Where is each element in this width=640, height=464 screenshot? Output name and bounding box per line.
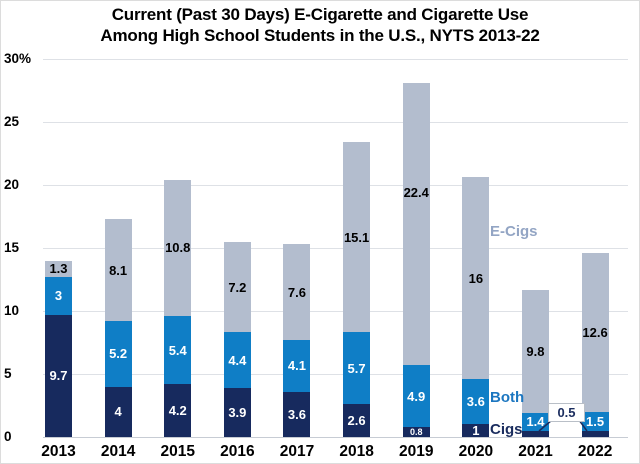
series-label-both: Both — [490, 389, 525, 406]
bar-2022-e-cigs-label: 12.6 — [582, 324, 608, 340]
bar-2017-e-cigs-label: 7.6 — [287, 284, 306, 300]
bar-2021-both-segment: 1.4 — [521, 413, 549, 431]
bar-2019-cigs-label: 0.8 — [409, 426, 423, 437]
bar-2017-both-label: 4.1 — [287, 358, 306, 374]
gridline-5 — [43, 374, 628, 375]
y-tick-label-30: 30% — [4, 51, 32, 66]
bar-2015-both-label: 5.4 — [168, 342, 187, 358]
gridline-25 — [43, 122, 628, 123]
bar-2014-cigs-label: 4 — [114, 404, 122, 420]
bar-2014-cigs-segment: 4 — [104, 386, 132, 437]
bar-2021-both-label: 1.4 — [526, 414, 545, 430]
bar-2016-e-cigs-label: 7.2 — [228, 279, 247, 295]
gridline-20 — [43, 185, 628, 186]
x-tick-label-2019: 2019 — [398, 443, 434, 460]
bar-2014-both-label: 5.2 — [109, 346, 128, 362]
gridline-15 — [43, 248, 628, 249]
bar-2020-e-cigs-segment: 16 — [462, 177, 490, 380]
bar-2015-cigs-label: 4.2 — [168, 403, 187, 419]
bar-2015-both-segment: 5.4 — [164, 316, 192, 385]
series-label-e-cigs: E-Cigs — [490, 223, 538, 240]
bar-2018-both-label: 5.7 — [347, 360, 366, 376]
y-tick-label-10: 10 — [4, 303, 20, 318]
bar-2014-e-cigs-label: 8.1 — [109, 262, 128, 278]
x-axis-line — [43, 437, 628, 438]
bar-2016-cigs-label: 3.9 — [228, 404, 247, 420]
bar-2013-cigs-segment: 9.7 — [45, 314, 72, 437]
bar-2015-e-cigs-label: 10.8 — [165, 240, 191, 256]
bar-2018-cigs-segment: 2.6 — [343, 404, 371, 437]
bar-2020-cigs-segment: 1 — [462, 423, 490, 439]
bar-2018-both-segment: 5.7 — [343, 332, 371, 405]
bar-2014-e-cigs-segment: 8.1 — [104, 219, 132, 322]
bar-2013-e-cigs-segment: 1.3 — [45, 260, 72, 277]
bar-2021-cigs-segment — [521, 430, 549, 437]
bar-2021-e-cigs-label: 9.8 — [526, 343, 545, 359]
x-tick-label-2021: 2021 — [518, 443, 553, 460]
bar-2022-both-label: 1.5 — [586, 413, 605, 429]
callout-0-5-box: 0.5 — [548, 403, 585, 422]
x-tick-label-2014: 2014 — [100, 443, 136, 460]
bar-2018-e-cigs-label: 15.1 — [343, 229, 370, 245]
bar-2016-both-segment: 4.4 — [223, 332, 251, 388]
bar-2019-cigs-segment: 0.8 — [402, 426, 430, 437]
gridline-30 — [43, 59, 628, 60]
bar-2016-e-cigs-segment: 7.2 — [223, 241, 251, 333]
bar-2017-cigs-segment: 3.6 — [283, 391, 311, 437]
bar-2015-cigs-segment: 4.2 — [164, 384, 192, 437]
y-tick-label-15: 15 — [4, 240, 20, 255]
bar-2020-both-label: 3.6 — [466, 394, 485, 410]
chart-title-line1: Current (Past 30 Days) E-Cigarette and C… — [111, 5, 529, 24]
bar-2013-both-segment: 3 — [45, 276, 72, 315]
bar-2015-e-cigs-segment: 10.8 — [164, 179, 192, 317]
bar-2019-e-cigs-label: 22.4 — [403, 184, 429, 200]
bar-2017-e-cigs-segment: 7.6 — [283, 244, 311, 340]
bar-2019-both-segment: 4.9 — [402, 365, 430, 427]
bar-2020-e-cigs-label: 16 — [468, 270, 484, 286]
bar-2020-both-segment: 3.6 — [462, 379, 490, 425]
gridline-10 — [43, 311, 628, 312]
bar-2022-both-segment: 1.5 — [581, 411, 609, 431]
x-tick-label-2015: 2015 — [160, 443, 195, 460]
bar-2017-both-segment: 4.1 — [283, 339, 311, 392]
x-tick-label-2018: 2018 — [339, 443, 374, 460]
bar-2017-cigs-label: 3.6 — [287, 406, 306, 422]
bar-2016-cigs-segment: 3.9 — [223, 387, 251, 437]
x-tick-label-2020: 2020 — [458, 443, 494, 460]
bar-2013-both-label: 3 — [54, 288, 63, 304]
bar-2014-both-segment: 5.2 — [104, 321, 132, 387]
bar-2013-cigs-label: 9.7 — [49, 368, 68, 384]
bar-2018-cigs-label: 2.6 — [347, 413, 366, 429]
bar-2013-e-cigs-label: 1.3 — [49, 261, 68, 277]
chart-title-line2: Among High School Students in the U.S., … — [100, 26, 540, 45]
x-tick-label-2022: 2022 — [577, 443, 613, 460]
x-tick-label-2016: 2016 — [220, 443, 255, 460]
bar-2016-both-label: 4.4 — [228, 352, 247, 368]
bar-2021-e-cigs-segment: 9.8 — [521, 289, 549, 414]
x-tick-label-2017: 2017 — [279, 443, 315, 460]
y-tick-label-25: 25 — [4, 114, 20, 129]
bar-2022-e-cigs-segment: 12.6 — [581, 253, 609, 412]
bar-2022-cigs-segment — [581, 430, 609, 437]
bar-2020-cigs-label: 1 — [472, 423, 480, 439]
chart-title: Current (Past 30 Days) E-Cigarette and C… — [1, 4, 639, 46]
bar-2019-both-label: 4.9 — [407, 388, 426, 404]
y-tick-label-5: 5 — [4, 366, 12, 381]
bar-2019-e-cigs-segment: 22.4 — [402, 82, 430, 366]
y-tick-label-20: 20 — [4, 177, 20, 192]
series-label-cigs: Cigs — [490, 421, 523, 438]
bar-2018-e-cigs-segment: 15.1 — [343, 142, 371, 333]
x-tick-label-2013: 2013 — [41, 443, 76, 460]
y-tick-label-0: 0 — [4, 429, 12, 444]
